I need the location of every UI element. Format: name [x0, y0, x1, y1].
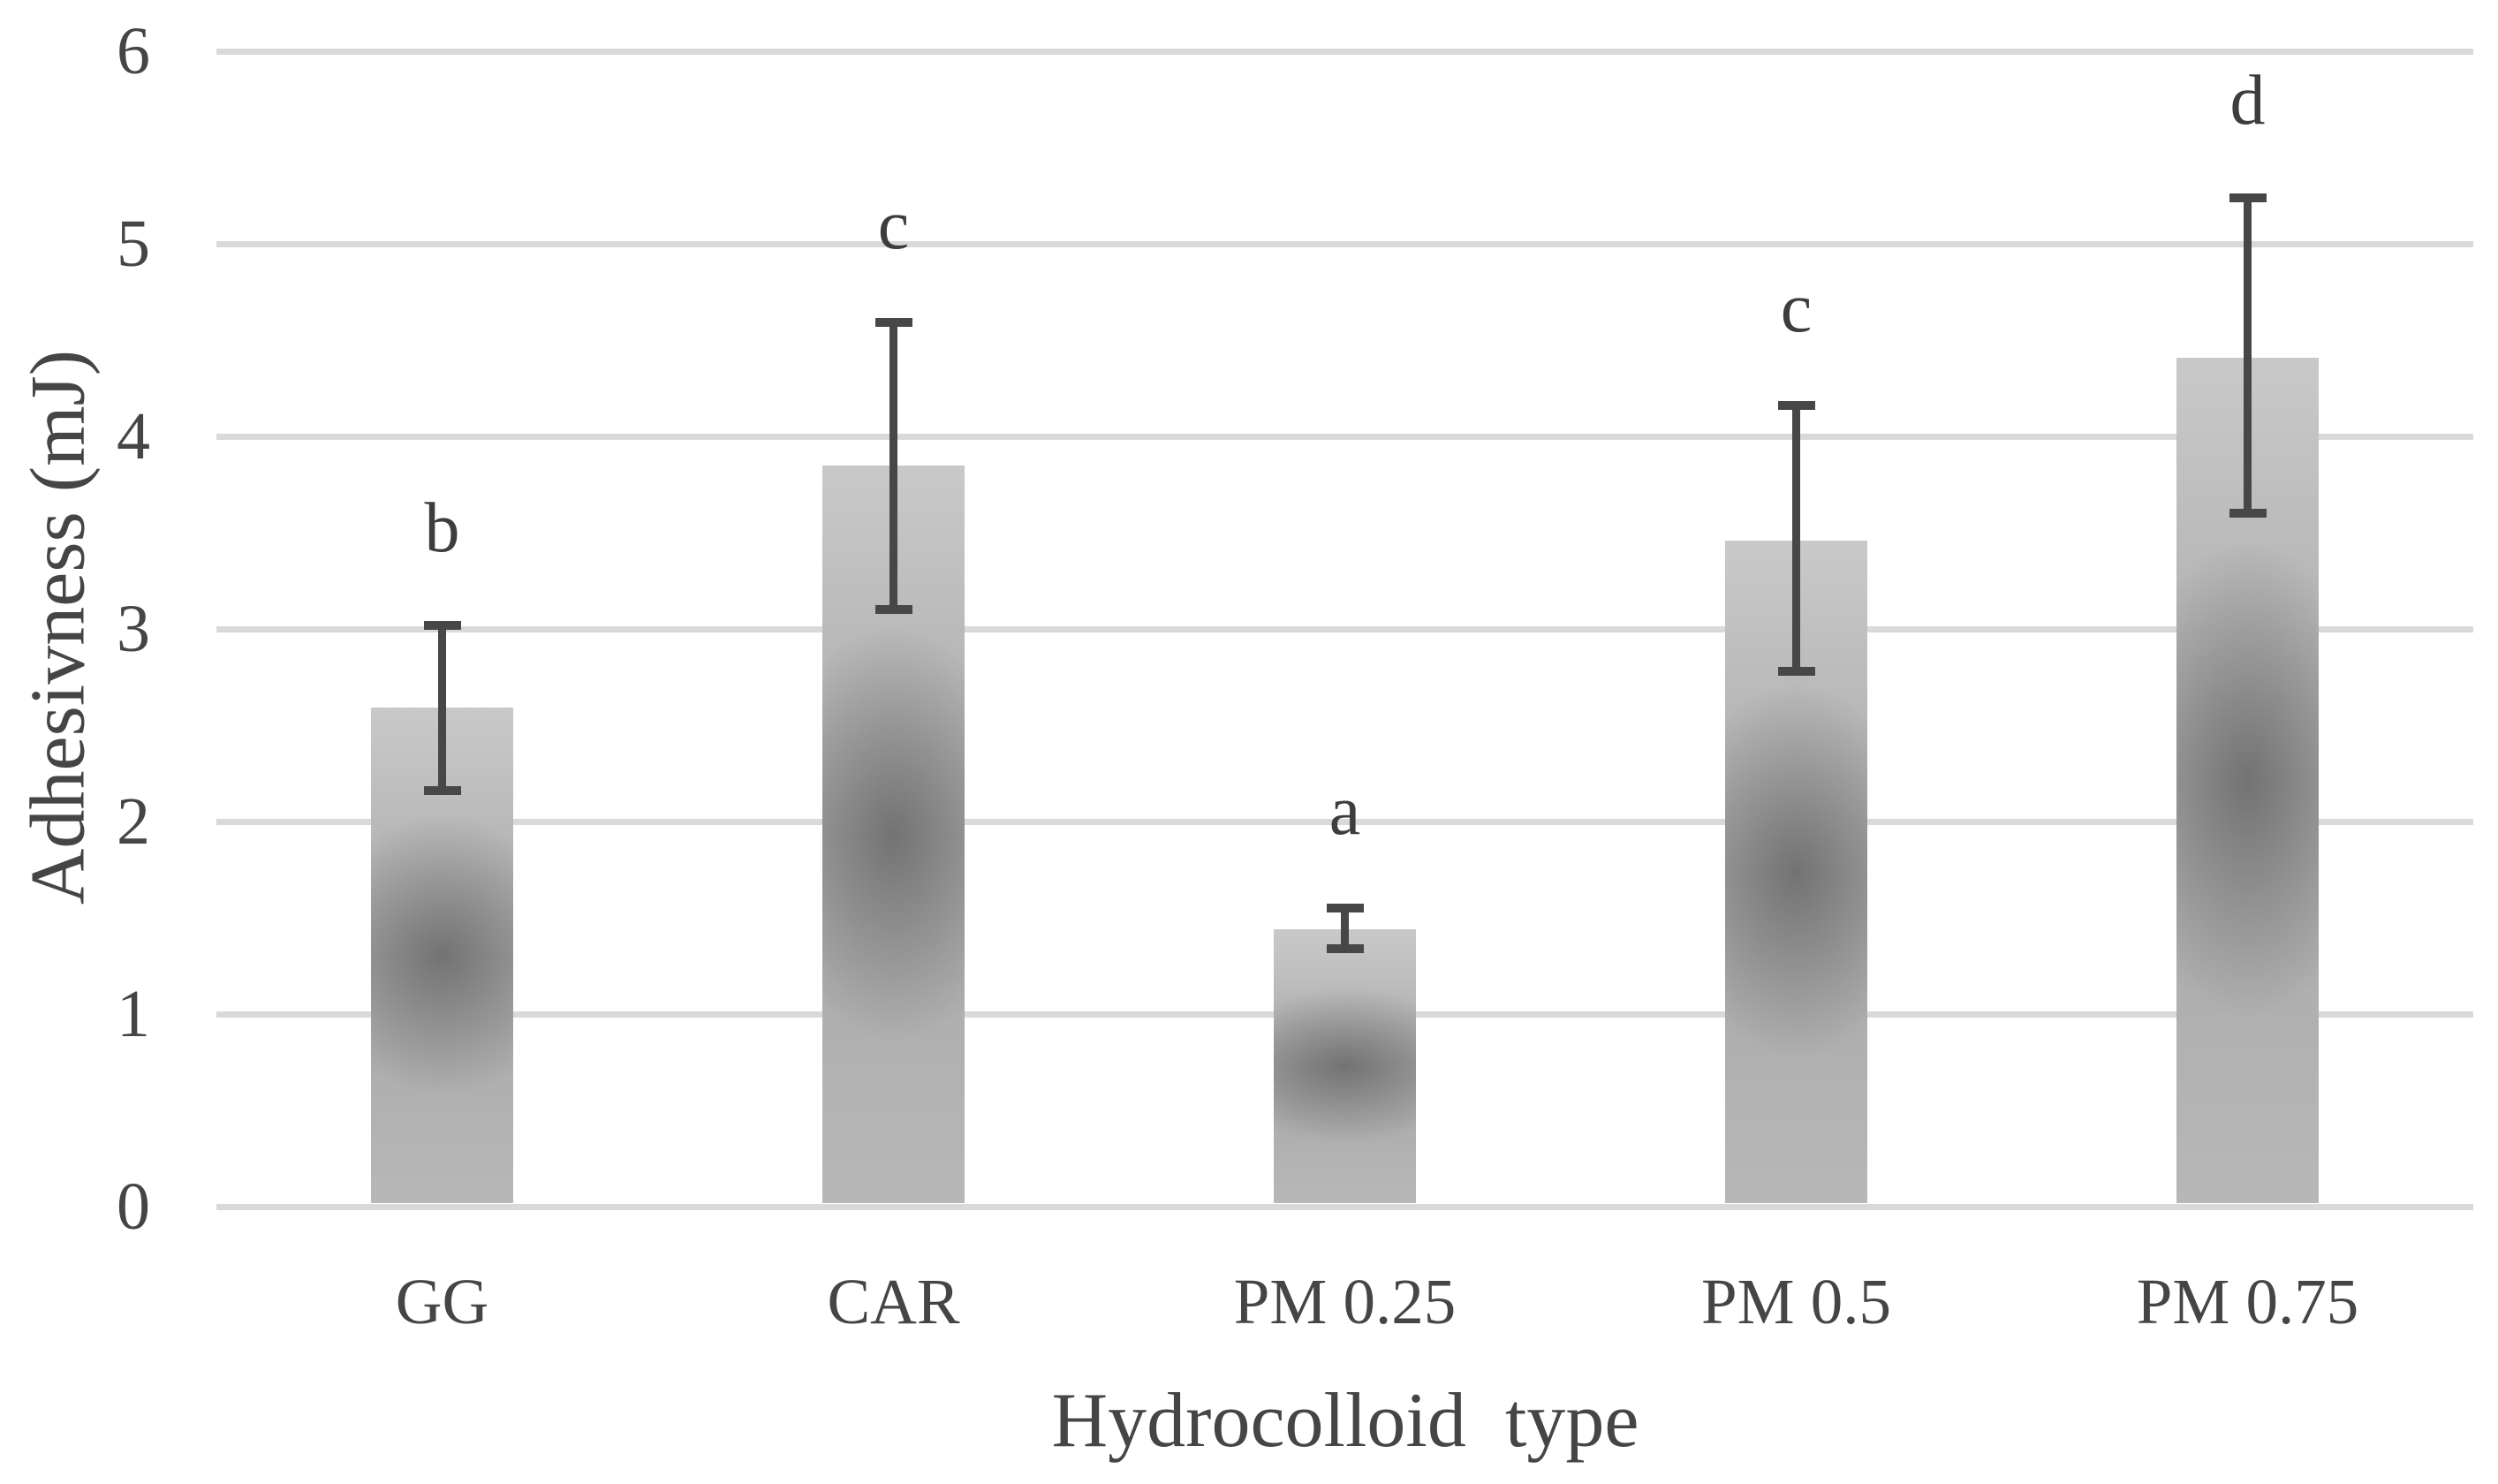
y-tick-label-6: 6: [117, 14, 150, 88]
gridline-6: [216, 49, 2473, 55]
x-axis-title: Hydrocolloid type: [1051, 1378, 1639, 1464]
bar-pm-0-25: [1274, 929, 1416, 1203]
error-bar-line: [438, 625, 446, 791]
error-bar-line: [1792, 405, 1800, 671]
error-bar-line: [1341, 908, 1349, 949]
x-category-label: PM 0.25: [1233, 1266, 1457, 1337]
significance-letter: b: [424, 488, 460, 567]
error-bar-line: [2244, 197, 2252, 514]
error-bar-cap-top: [874, 318, 912, 328]
significance-letter: c: [1780, 269, 1813, 348]
x-category-label: CAR: [827, 1266, 960, 1337]
y-tick-label-2: 2: [117, 784, 150, 859]
gridline-5: [216, 241, 2473, 247]
error-bar-cap-bottom: [1777, 666, 1815, 676]
error-bar-cap-bottom: [1326, 943, 1364, 953]
error-bar-cap-bottom: [2229, 509, 2267, 519]
error-bar-cap-top: [1777, 401, 1815, 411]
y-tick-label-3: 3: [117, 592, 150, 666]
y-tick-label-5: 5: [117, 207, 150, 281]
significance-letter: d: [2229, 61, 2266, 140]
gridline-0: [216, 1204, 2473, 1210]
x-category-label: PM 0.75: [2136, 1266, 2359, 1337]
error-bar-cap-top: [2229, 193, 2267, 202]
y-tick-label-1: 1: [117, 977, 150, 1051]
error-bar-cap-bottom: [423, 786, 461, 796]
gridline-4: [216, 434, 2473, 440]
gridline-2: [216, 819, 2473, 825]
significance-letter: c: [877, 186, 910, 265]
x-category-label: PM 0.5: [1700, 1266, 1891, 1337]
x-category-label: GG: [395, 1266, 489, 1337]
error-bar-cap-top: [1326, 904, 1364, 913]
y-tick-label-0: 0: [117, 1170, 150, 1244]
significance-letter: a: [1328, 772, 1361, 851]
gridline-3: [216, 626, 2473, 632]
error-bar-line: [889, 322, 897, 610]
error-bar-cap-bottom: [874, 605, 912, 615]
error-bar-cap-top: [423, 620, 461, 630]
y-tick-label-4: 4: [117, 399, 150, 473]
